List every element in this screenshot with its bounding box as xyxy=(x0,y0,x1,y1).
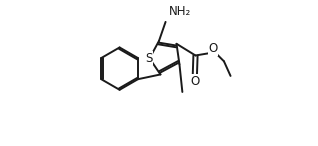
Text: O: O xyxy=(208,42,218,55)
Text: O: O xyxy=(190,74,199,88)
Text: NH₂: NH₂ xyxy=(169,5,191,18)
Text: S: S xyxy=(145,52,152,65)
